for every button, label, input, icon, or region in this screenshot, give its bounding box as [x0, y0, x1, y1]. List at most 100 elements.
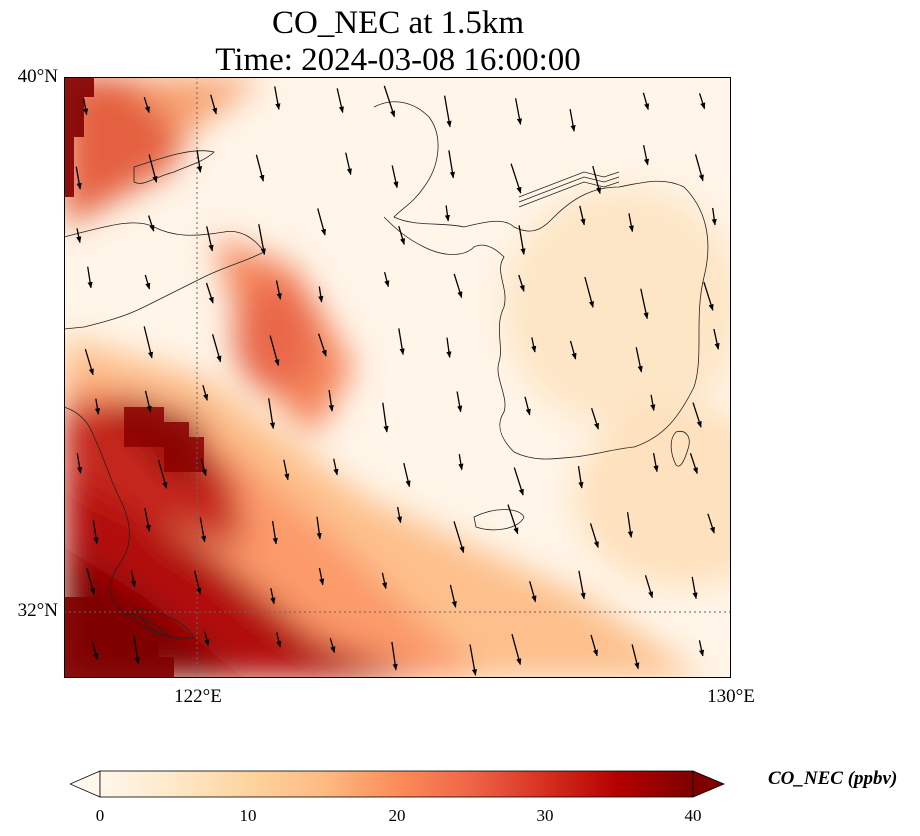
wind-arrow [381, 572, 388, 590]
wind-arrow [345, 152, 352, 176]
wind-arrow [642, 92, 650, 111]
wind-arrow [403, 462, 411, 488]
wind-arrow [510, 163, 522, 194]
wind-arrow [84, 349, 94, 376]
colorbar [70, 770, 725, 798]
wind-arrow [86, 567, 96, 596]
wind-arrow [144, 390, 152, 413]
wind-arrow [578, 570, 586, 600]
colorbar-gradient [99, 770, 694, 798]
wind-arrow [453, 521, 465, 554]
lon-label-122e: 122°E [174, 686, 222, 707]
wind-arrows [75, 85, 720, 676]
wind-arrow [268, 398, 275, 430]
wind-arrow [317, 333, 327, 357]
wind-arrow [635, 347, 643, 373]
wind-arrow [691, 576, 698, 600]
wind-arrow [383, 85, 396, 118]
wind-arrow [444, 205, 450, 222]
colorbar-tick-10: 10 [239, 806, 257, 825]
wind-arrow [391, 641, 398, 671]
wind-arrow [333, 458, 339, 476]
wind-arrow [584, 276, 595, 308]
wind-arrow [317, 208, 326, 236]
map-title: CO_NEC at 1.5km [271, 5, 525, 41]
wind-arrow [469, 644, 478, 676]
wind-arrow [446, 337, 452, 359]
wind-arrow [513, 467, 524, 496]
wind-arrow [590, 634, 598, 657]
wind-arrow [87, 266, 93, 289]
wind-arrow [626, 512, 633, 538]
wind-arrow [318, 286, 324, 303]
wind-arrow [194, 570, 202, 595]
colorbar-extend-min [70, 770, 101, 798]
wind-arrow [398, 328, 405, 356]
wind-arrow [258, 224, 266, 256]
wind-arrow [143, 97, 150, 114]
wind-arrow [144, 274, 151, 290]
lon-label-130e: 130°E [707, 686, 755, 707]
map-time: Time: 2024-03-08 16:00:00 [215, 42, 581, 78]
wind-arrow [631, 644, 640, 670]
wind-arrow [206, 226, 214, 252]
wind-arrow [391, 165, 399, 189]
wind-arrow [200, 458, 207, 477]
wind-arrow [76, 228, 82, 244]
wind-arrow [713, 328, 720, 350]
wind-arrow [83, 98, 89, 116]
wind-arrow [592, 165, 602, 195]
wind-arrow [628, 213, 634, 233]
colorbar-tick-40: 40 [684, 806, 702, 825]
wind-arrow [518, 225, 526, 256]
concentration-map [64, 77, 731, 678]
wind-arrow [511, 634, 522, 666]
wind-arrow [703, 281, 714, 311]
wind-arrow [518, 274, 525, 292]
wind-arrow [698, 640, 705, 657]
wind-arrow [283, 459, 290, 481]
wind-arrow [524, 396, 531, 416]
wind-arrow [196, 150, 203, 173]
wind-arrow [398, 226, 406, 246]
wind-arrow [148, 154, 158, 183]
wind-arrow [328, 390, 334, 412]
wind-arrow [642, 144, 650, 166]
wind-arrow [205, 282, 214, 304]
wind-arrow [396, 506, 403, 524]
colorbar-label: CO_NEC (ppbv) [768, 768, 898, 789]
wind-arrow [143, 326, 154, 359]
wind-arrow [336, 88, 344, 114]
wind-arrow [147, 215, 155, 232]
wind-arrow [318, 567, 325, 586]
wind-arrow [443, 95, 452, 128]
wind-arrow [255, 154, 265, 182]
wind-arrow [689, 453, 698, 475]
wind-arrow [514, 98, 522, 126]
map-frame [64, 77, 731, 678]
wind-arrow [453, 273, 463, 299]
wind-arrow [590, 408, 599, 430]
lat-label-40n: 40°N [17, 66, 58, 87]
wind-arrow [75, 166, 82, 190]
wind-arrow [644, 575, 654, 599]
wind-arrow [275, 280, 282, 300]
wind-arrow [640, 288, 649, 320]
wind-arrow [157, 459, 168, 489]
wind-arrow [589, 523, 599, 549]
wind-arrow [202, 385, 209, 401]
wind-arrow [569, 108, 576, 132]
colorbar-extend-max [692, 770, 725, 798]
wind-arrow [449, 584, 457, 608]
wind-arrow [711, 207, 717, 226]
wind-arrow [456, 391, 463, 413]
wind-arrow [579, 205, 586, 226]
wind-arrow [92, 519, 99, 545]
wind-arrow [316, 516, 322, 540]
wind-arrow [652, 452, 659, 473]
wind-arrow [458, 453, 464, 471]
wind-arrow [569, 340, 577, 360]
wind-arrow [94, 398, 100, 415]
wind-arrow [507, 504, 519, 535]
wind-arrow [204, 631, 210, 647]
